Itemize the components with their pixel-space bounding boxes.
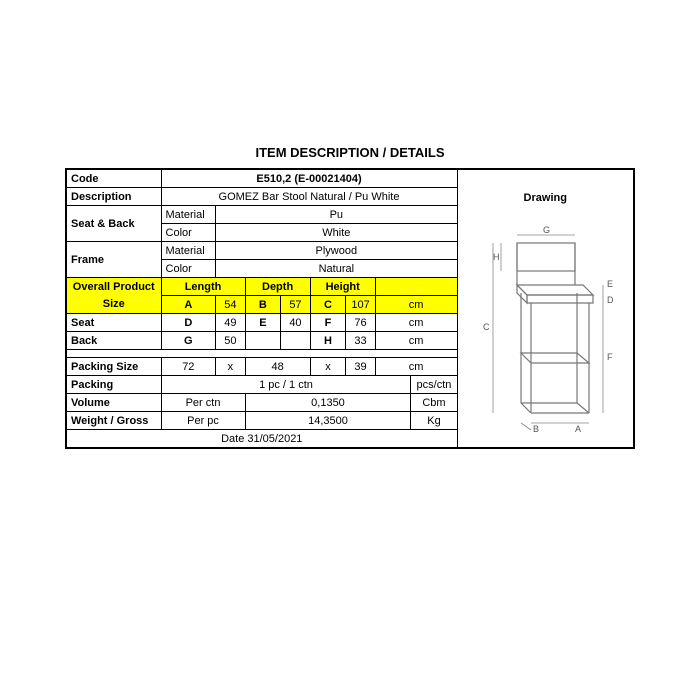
value-volume: 0,1350 [245, 394, 411, 412]
pack-w: 48 [245, 358, 310, 376]
value-packing: 1 pc / 1 ctn [161, 376, 411, 394]
pack-x1: x [216, 358, 245, 376]
value-fr-color: Natural [216, 260, 457, 278]
drawing-panel: Drawing G H [457, 170, 633, 448]
dim-D-v: 49 [216, 314, 245, 332]
value-date: Date 31/05/2021 [67, 430, 458, 448]
svg-text:H: H [493, 252, 500, 262]
svg-text:G: G [543, 225, 550, 235]
svg-text:A: A [575, 424, 581, 434]
value-fr-material: Plywood [216, 242, 457, 260]
unit-cbm: Cbm [411, 394, 457, 412]
svg-text:B: B [533, 424, 539, 434]
dim-D-l: D [161, 314, 216, 332]
label-frame: Frame [67, 242, 162, 278]
dim-G-l: G [161, 332, 216, 350]
value-sb-color: White [216, 224, 457, 242]
svg-text:D: D [607, 295, 614, 305]
unit-cm-4: cm [375, 358, 457, 376]
label-perctn: Per ctn [161, 394, 245, 412]
value-sb-material: Pu [216, 206, 457, 224]
label-volume: Volume [67, 394, 162, 412]
blank-yel [375, 278, 457, 296]
spec-sheet: Code E510,2 (E-00021404) Drawing [65, 168, 635, 449]
unit-cm-2: cm [375, 314, 457, 332]
dim-C-v: 107 [346, 296, 375, 314]
blank1 [245, 332, 281, 350]
label-packing: Packing [67, 376, 162, 394]
value-code: E510,2 (E-00021404) [161, 170, 457, 188]
dim-A-l: A [161, 296, 216, 314]
spec-table: Code E510,2 (E-00021404) Drawing [66, 169, 634, 448]
label-fr-material: Material [161, 242, 216, 260]
label-packsize: Packing Size [67, 358, 162, 376]
label-seat: Seat [67, 314, 162, 332]
svg-text:F: F [607, 352, 613, 362]
label-overall2: Size [67, 296, 162, 314]
pack-l: 72 [161, 358, 216, 376]
drawing-svg: G H C E D F A B [465, 225, 625, 435]
dim-H-v: 33 [346, 332, 375, 350]
label-seatback: Seat & Back [67, 206, 162, 242]
pack-h: 39 [346, 358, 375, 376]
value-description: GOMEZ Bar Stool Natural / Pu White [161, 188, 457, 206]
label-back: Back [67, 332, 162, 350]
value-weight: 14,3500 [245, 412, 411, 430]
label-weight: Weight / Gross [67, 412, 162, 430]
label-code: Code [67, 170, 162, 188]
label-height: Height [310, 278, 375, 296]
label-depth: Depth [245, 278, 310, 296]
unit-pcsctn: pcs/ctn [411, 376, 457, 394]
dim-B-l: B [245, 296, 281, 314]
svg-text:E: E [607, 279, 613, 289]
dim-B-v: 57 [281, 296, 310, 314]
dim-G-v: 50 [216, 332, 245, 350]
dim-A-v: 54 [216, 296, 245, 314]
pack-x2: x [310, 358, 346, 376]
unit-cm-3: cm [375, 332, 457, 350]
label-perpc: Per pc [161, 412, 245, 430]
blank2 [281, 332, 310, 350]
label-length: Length [161, 278, 245, 296]
label-sb-material: Material [161, 206, 216, 224]
label-sb-color: Color [161, 224, 216, 242]
dim-C-l: C [310, 296, 346, 314]
label-fr-color: Color [161, 260, 216, 278]
dim-F-v: 76 [346, 314, 375, 332]
svg-text:C: C [483, 322, 490, 332]
page-title: ITEM DESCRIPTION / DETAILS [256, 145, 445, 160]
dim-E-v: 40 [281, 314, 310, 332]
dim-F-l: F [310, 314, 346, 332]
dim-E-l: E [245, 314, 281, 332]
label-overall1: Overall Product [67, 278, 162, 296]
unit-kg: Kg [411, 412, 457, 430]
unit-cm-1: cm [375, 296, 457, 314]
dim-H-l: H [310, 332, 346, 350]
label-drawing: Drawing [458, 170, 633, 225]
label-description: Description [67, 188, 162, 206]
